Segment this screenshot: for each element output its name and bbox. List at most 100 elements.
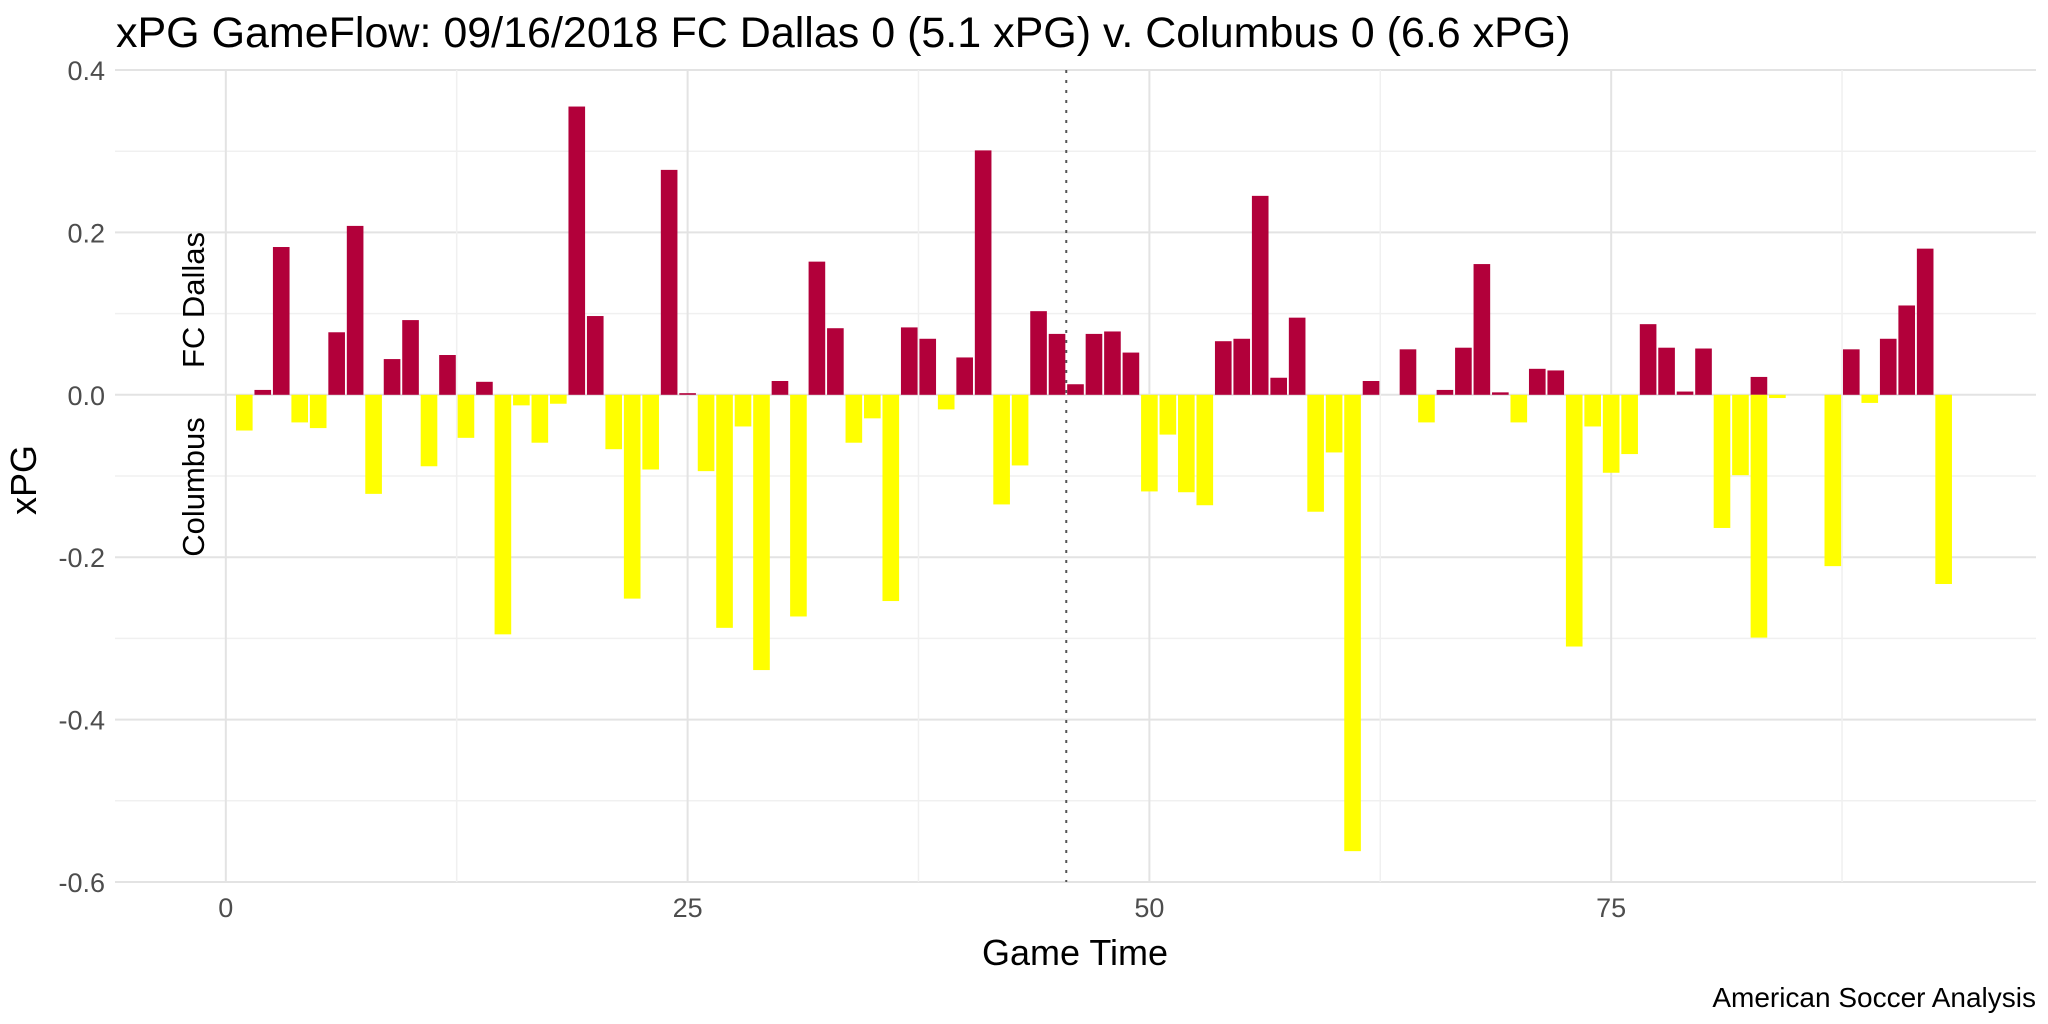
bar-fc-dallas <box>1455 347 1472 395</box>
y-axis-label: xPG <box>3 445 44 515</box>
bar-fc-dallas <box>1750 376 1768 395</box>
bar-fc-dallas <box>1288 317 1306 395</box>
bar-columbus <box>753 394 770 671</box>
bar-columbus <box>1565 394 1583 647</box>
bar-fc-dallas <box>1547 370 1565 395</box>
bar-columbus <box>1584 394 1602 427</box>
bar-columbus <box>1141 394 1158 492</box>
y-tick-label: -0.4 <box>58 706 105 736</box>
bar-columbus <box>1307 394 1324 512</box>
bar-fc-dallas <box>956 357 973 395</box>
chart-title: xPG GameFlow: 09/16/2018 FC Dallas 0 (5.… <box>116 9 1571 57</box>
bar-columbus <box>1621 394 1638 455</box>
bar-fc-dallas <box>1122 352 1140 395</box>
bar-columbus <box>494 394 512 635</box>
bar-columbus <box>1325 394 1343 453</box>
y-tick-label: -0.2 <box>58 543 105 573</box>
bar-fc-dallas <box>1251 195 1269 395</box>
x-tick-label: 25 <box>673 893 703 923</box>
grid-lines <box>115 69 2036 883</box>
bar-columbus <box>1418 394 1435 423</box>
bar-columbus <box>420 394 438 467</box>
bar-fc-dallas <box>1048 333 1066 395</box>
bar-columbus <box>1861 394 1879 403</box>
bar-fc-dallas <box>1658 347 1675 395</box>
bar-fc-dallas <box>254 389 272 395</box>
bar-fc-dallas <box>1085 333 1103 395</box>
bar-fc-dallas <box>1528 368 1546 395</box>
bar-fc-dallas <box>1695 348 1712 395</box>
bar-fc-dallas <box>1898 305 1916 395</box>
bar-columbus <box>309 394 327 429</box>
bar-fc-dallas <box>1030 311 1047 395</box>
bar-fc-dallas <box>900 327 918 395</box>
bar-fc-dallas <box>679 393 696 395</box>
bar-fc-dallas <box>1492 392 1509 395</box>
bar-fc-dallas <box>974 150 992 395</box>
y-tick-labels: -0.6 -0.4 -0.2 0.0 0.2 0.4 <box>58 56 105 898</box>
bar-columbus <box>457 394 475 438</box>
x-tick-label: 0 <box>218 893 233 923</box>
bar-columbus <box>716 394 733 628</box>
bar-columbus <box>1935 394 1952 584</box>
bar-fc-dallas <box>771 380 789 395</box>
bar-fc-dallas <box>402 320 419 395</box>
bar-columbus <box>1732 394 1749 476</box>
bar-columbus <box>993 394 1010 505</box>
bar-fc-dallas <box>1214 341 1232 395</box>
bar-fc-dallas <box>1436 389 1454 395</box>
team-label-fc-dallas: FC Dallas <box>176 232 211 368</box>
bar-columbus <box>882 394 900 602</box>
bar-columbus <box>1824 394 1842 567</box>
bar-columbus <box>1011 394 1029 466</box>
bar-columbus <box>1602 394 1620 473</box>
y-tick-label: -0.6 <box>58 868 105 898</box>
bar-fc-dallas <box>1399 349 1417 395</box>
chart-caption: American Soccer Analysis <box>1712 982 2036 1013</box>
bar-columbus <box>642 394 659 470</box>
bar-columbus <box>864 394 881 419</box>
bar-fc-dallas <box>1104 331 1121 395</box>
bar-fc-dallas <box>1639 324 1657 395</box>
x-tick-label: 75 <box>1596 893 1626 923</box>
x-axis-label: Game Time <box>982 932 1168 973</box>
bar-columbus <box>605 394 623 450</box>
team-label-columbus: Columbus <box>176 417 211 557</box>
bar-fc-dallas <box>1842 349 1860 395</box>
bar-fc-dallas <box>383 359 401 395</box>
bar-columbus <box>531 394 549 443</box>
bar-columbus <box>1159 394 1177 435</box>
bar-columbus <box>937 394 955 410</box>
bar-columbus <box>697 394 715 472</box>
bar-fc-dallas <box>328 332 345 395</box>
bar-fc-dallas <box>1676 391 1694 395</box>
bar-fc-dallas <box>1067 384 1084 395</box>
bar-columbus <box>291 394 309 423</box>
bars <box>235 106 1952 852</box>
bar-fc-dallas <box>346 225 364 395</box>
bar-fc-dallas <box>1270 377 1287 395</box>
x-tick-labels: 0 25 50 75 <box>218 893 1626 923</box>
bar-fc-dallas <box>1362 380 1380 395</box>
bar-fc-dallas <box>919 338 937 395</box>
bar-fc-dallas <box>827 328 844 395</box>
bar-columbus <box>845 394 863 443</box>
y-tick-label: 0.4 <box>67 56 105 86</box>
bar-fc-dallas <box>1233 338 1251 395</box>
bar-fc-dallas <box>439 355 456 395</box>
y-tick-label: 0.2 <box>67 218 105 248</box>
bar-columbus <box>365 394 382 494</box>
bar-columbus <box>235 394 253 431</box>
bar-fc-dallas <box>272 247 290 395</box>
bar-fc-dallas <box>1473 264 1491 395</box>
bar-fc-dallas <box>660 169 678 395</box>
bar-fc-dallas <box>808 261 826 395</box>
y-tick-label: 0.0 <box>67 381 105 411</box>
bar-columbus <box>734 394 752 427</box>
bar-fc-dallas <box>568 106 586 395</box>
bar-columbus <box>790 394 807 617</box>
bar-columbus <box>1750 394 1768 638</box>
bar-columbus <box>1713 394 1731 528</box>
